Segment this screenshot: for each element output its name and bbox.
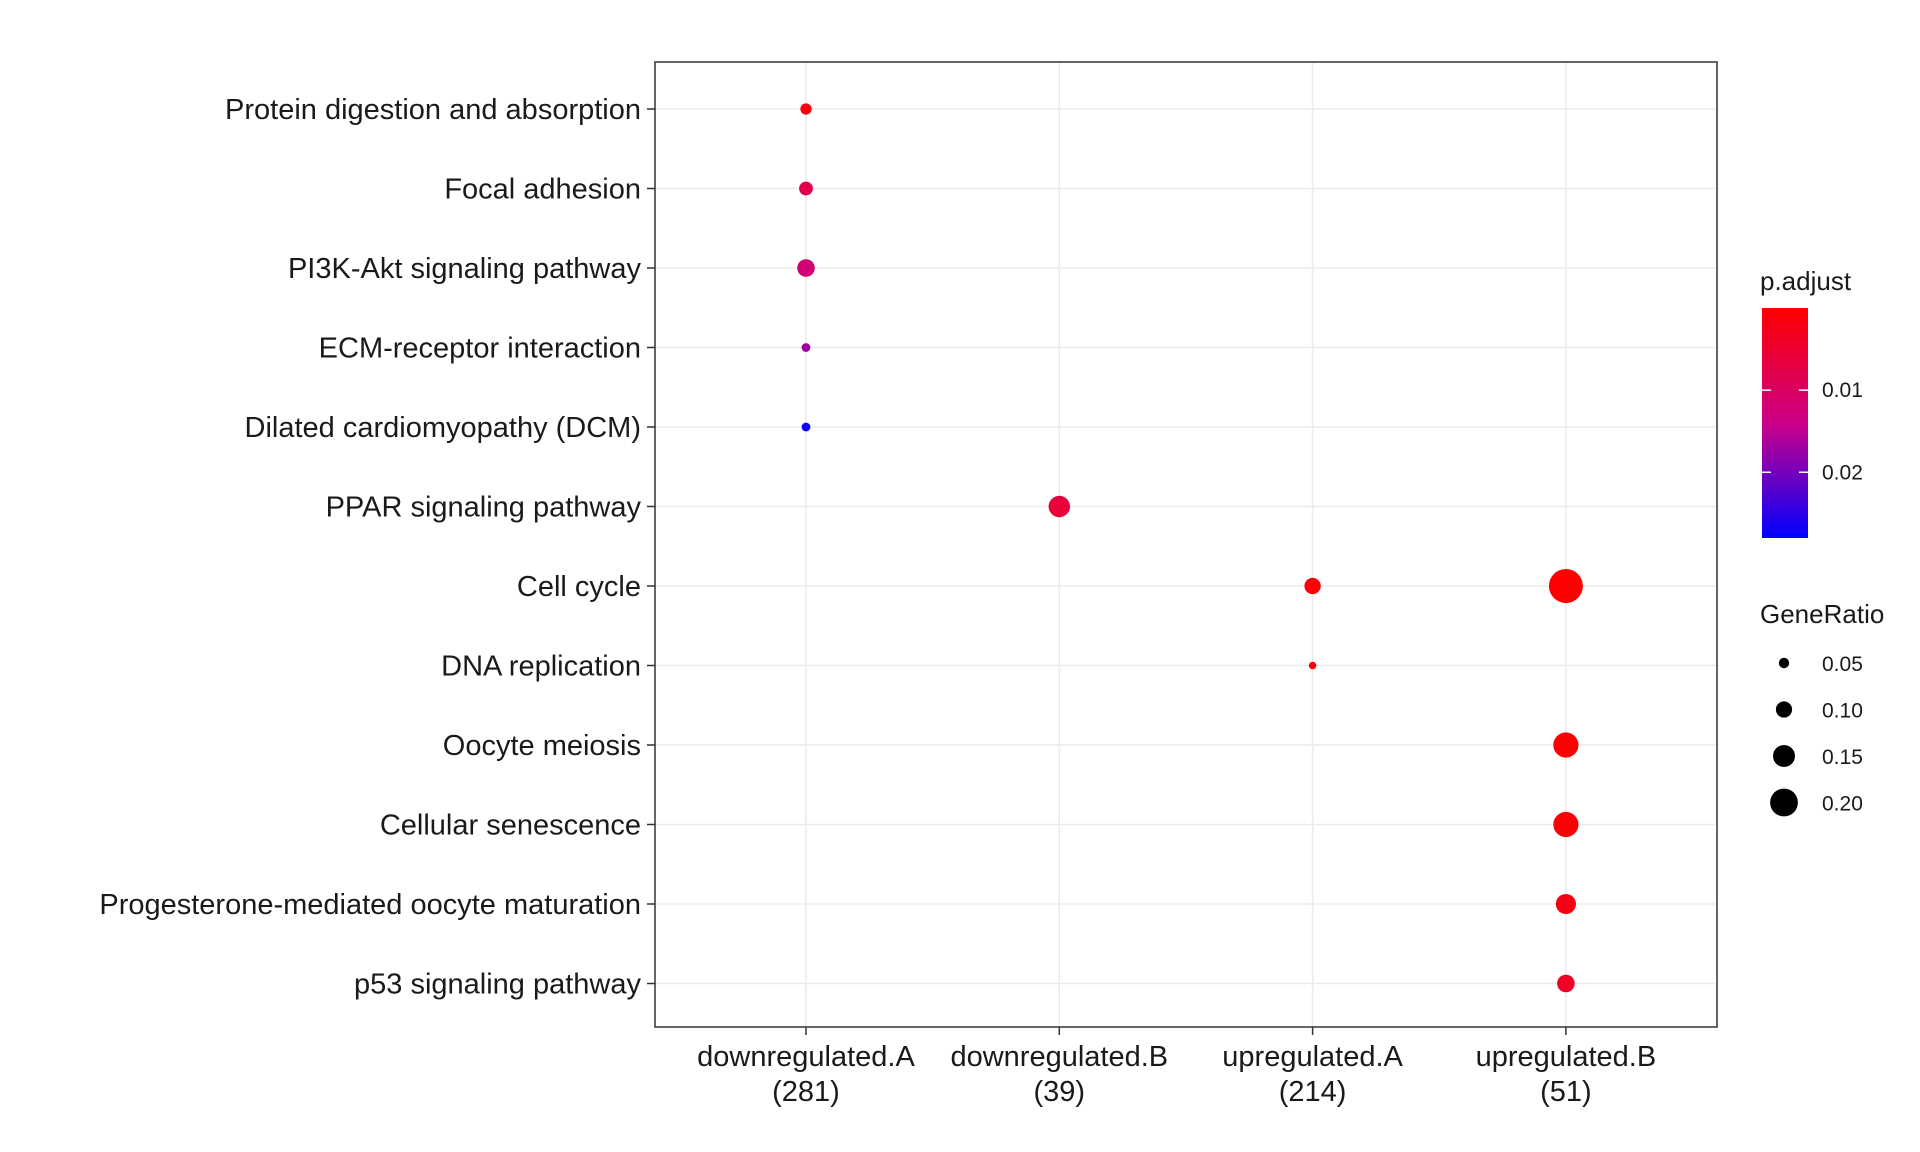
data-points xyxy=(797,103,1583,993)
point-downregulated-a-dilated-cardiomyopathy-dcm xyxy=(801,422,811,432)
size-legend-label: 0.05 xyxy=(1822,653,1863,676)
y-tick-label: Focal adhesion xyxy=(444,174,641,206)
y-tick-label: DNA replication xyxy=(441,651,641,683)
y-tick-label: ECM-receptor interaction xyxy=(319,333,641,365)
y-tick-label: PPAR signaling pathway xyxy=(326,492,642,524)
size-legend-key xyxy=(1775,701,1793,718)
x-tick-label: downregulated.B xyxy=(950,1041,1168,1073)
y-tick-label: Cellular senescence xyxy=(380,810,641,842)
color-bar xyxy=(1762,308,1808,538)
x-tick-count: (51) xyxy=(1540,1076,1592,1108)
y-tick-label: Dilated cardiomyopathy (DCM) xyxy=(245,412,641,444)
plot-panel xyxy=(654,61,1718,1028)
x-axis: downregulated.A(281) downregulated.B(39) u… xyxy=(697,1027,1656,1108)
x-tick-label: downregulated.A xyxy=(697,1041,915,1073)
y-tick-label: Progesterone-mediated oocyte maturation xyxy=(99,889,641,921)
y-tick-label: Oocyte meiosis xyxy=(443,730,641,762)
y-tick-label: Cell cycle xyxy=(517,571,641,603)
x-tick-label: upregulated.A xyxy=(1222,1041,1403,1073)
point-downregulated-b-ppar-signaling-pathway xyxy=(1048,495,1070,518)
size-legend-title: GeneRatio xyxy=(1760,599,1884,629)
point-downregulated-a-focal-adhesion xyxy=(799,181,813,196)
point-upregulated-b-cellular-senescence xyxy=(1553,811,1579,838)
color-bar-tick-label: 0.01 xyxy=(1822,379,1863,402)
y-axis: Protein digestion and absorption Focal ad… xyxy=(99,94,655,1001)
x-tick-count: (39) xyxy=(1034,1076,1086,1108)
point-downregulated-a-protein-digestion-and-absorption xyxy=(800,103,812,115)
point-upregulated-a-dna-replication xyxy=(1308,661,1317,670)
point-upregulated-b-oocyte-meiosis xyxy=(1553,732,1579,758)
y-tick-label: Protein digestion and absorption xyxy=(225,94,641,126)
point-upregulated-b-progesterone-mediated-oocyte-maturation xyxy=(1555,893,1576,915)
point-upregulated-a-cell-cycle xyxy=(1304,577,1321,595)
grid-lines xyxy=(655,62,1717,1027)
x-tick-count: (281) xyxy=(772,1076,840,1108)
x-tick-label: upregulated.B xyxy=(1476,1041,1657,1073)
point-upregulated-b-cell-cycle xyxy=(1548,569,1583,603)
color-legend: p.adjust 0.01 0.02 xyxy=(1760,266,1863,538)
size-legend-label: 0.10 xyxy=(1822,700,1863,723)
point-downregulated-a-ecm-receptor-interaction xyxy=(801,343,811,352)
color-bar-tick-label: 0.02 xyxy=(1822,461,1863,484)
size-legend-label: 0.15 xyxy=(1822,746,1863,769)
size-legend-label: 0.20 xyxy=(1822,793,1863,816)
point-upregulated-b-p53-signaling-pathway xyxy=(1557,974,1575,993)
color-legend-title: p.adjust xyxy=(1760,266,1852,296)
x-tick-count: (214) xyxy=(1279,1076,1347,1108)
y-tick-label: p53 signaling pathway xyxy=(354,969,641,1001)
point-downregulated-a-pi3k-akt-signaling-pathway xyxy=(797,259,815,277)
size-legend: GeneRatio 0.05 0.10 0.15 0.20 xyxy=(1760,599,1884,817)
size-legend-key xyxy=(1770,788,1798,817)
size-legend-key xyxy=(1773,745,1795,767)
size-legend-key xyxy=(1778,657,1790,669)
y-tick-label: PI3K-Akt signaling pathway xyxy=(288,253,642,285)
